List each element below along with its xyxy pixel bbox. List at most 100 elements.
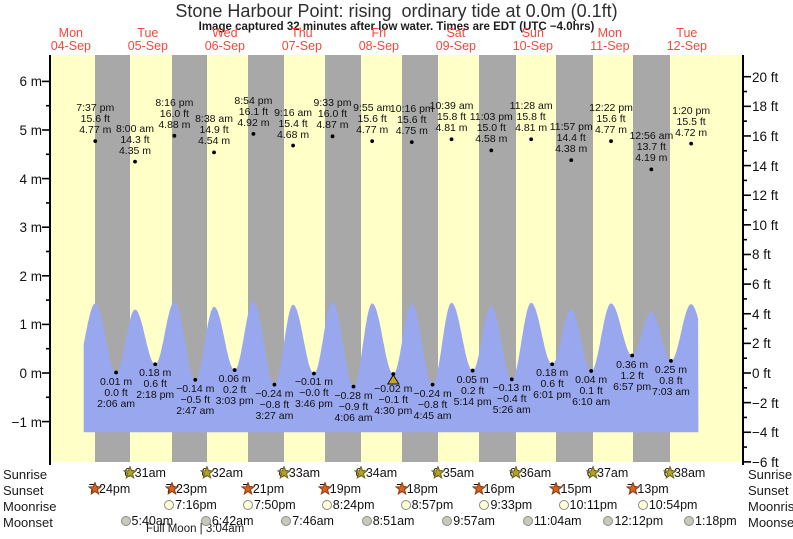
moonset-icon [120,516,131,526]
y-axis-right-label: 8 ft [752,247,771,263]
moonset-entry-time: 5:40am [131,514,174,528]
sunrise-entry-time: 6:34am [355,466,398,480]
moonset-icon [603,516,614,526]
high-tide-label: 8:00 am 14.3 ft 4.35 m [116,122,154,157]
sunset-entry-time: 7:24pm [88,482,131,496]
y-axis-right-label: −2 ft [752,395,779,411]
high-tide-dot [609,139,613,144]
sunrise-entry: 6:36am [508,466,552,480]
sunrise-icon [508,466,523,479]
high-tide-label: 1:20 pm 15.5 ft 4.72 m [672,104,711,139]
high-tide-label: 10:39 am 15.8 ft 4.81 m [429,100,474,135]
high-tide-dot [93,139,98,144]
date-label: Tue 12-Sep [666,26,707,53]
high-tide-label: 9:55 am 15.6 ft 4.77 m [353,102,392,137]
moonset-entry: 1:18pm [684,514,737,528]
y-axis-right-label: 6 ft [752,277,771,293]
sunrise-entry: 6:35am [431,466,474,480]
high-tide-label: 8:54 pm 16.1 ft 4.92 m [234,94,273,129]
sunset-entry-time: 7:16pm [473,482,515,496]
moonrise-icon [321,500,332,510]
date-label: Mon 04-Sep [50,26,91,53]
moonset-entry: 12:12pm [603,514,663,528]
high-tide-label: 11:03 pm 15.0 ft 4.58 m [469,111,513,146]
y-axis-right-label: 12 ft [752,188,779,204]
low-tide-label: −0.02 m −0.1 ft 4:30 pm [374,382,413,417]
sunset-icon [318,482,333,495]
current-time-marker [386,374,400,385]
low-tide-label: −0.24 m −0.8 ft 4:45 am [413,387,452,422]
sunset-entry: 7:19pm [318,482,361,496]
moonset-entry: 11:04am [522,514,582,528]
low-tide-dot [312,371,316,376]
high-tide-dot [370,139,375,144]
moonset-entry-time: 1:18pm [695,514,737,528]
date-label: Tue 05-Sep [127,26,168,53]
sunset-entry: 7:15pm [549,482,592,496]
sunset-icon [164,482,179,495]
high-tide-dot [212,150,216,155]
sunrise-row-label-left: Sunrise [3,467,48,482]
sunrise-icon [123,466,138,479]
low-tide-label: −0.01 m −0.0 ft 3:46 pm [294,376,334,411]
sunrise-entry: 6:31am [123,466,166,480]
sunrise-entry-time: 6:31am [124,466,166,480]
low-tide-label: 0.18 m 0.6 ft 2:18 pm [136,367,175,402]
sunrise-row-label-right: Sunrise [748,467,793,482]
high-tide-dot [409,140,414,145]
high-tide-label: 8:16 pm 16.0 ft 4.88 m [155,96,194,131]
low-tide-dot [193,377,198,382]
sunrise-entry-time: 6:36am [509,466,552,480]
moonrise-entry: 7:16pm [164,498,217,512]
moonrise-entry: 7:50pm [242,498,296,512]
moonset-icon [200,516,211,526]
y-axis-right-label: 10 ft [752,217,779,233]
sunset-entry: 7:16pm [472,482,515,496]
low-tide-dot [669,358,673,363]
high-tide-label: 7:37 pm 15.6 ft 4.77 m [76,102,115,137]
moonrise-icon [479,500,490,510]
sunset-entry-time: 7:18pm [396,482,438,496]
high-tide-label: 9:33 pm 16.0 ft 4.87 m [313,97,352,132]
date-label: Fri 08-Sep [358,26,399,53]
moonset-entry-time: 7:46am [292,514,334,528]
moonset-icon [522,516,533,526]
sunrise-entry: 6:33am [277,466,320,480]
low-tide-dot [351,384,356,389]
sunset-entry-time: 7:23pm [165,482,208,496]
moonrise-row-label-right: Moonrise [748,499,793,514]
moonrise-entry: 8:24pm [321,498,375,512]
low-tide-label: 0.36 m 1.2 ft 6:57 pm [613,358,652,393]
moonrise-entry-time: 7:16pm [175,498,217,512]
moonrise-entry: 10:11pm [558,498,617,512]
y-axis-right-label: 2 ft [752,336,771,352]
sunset-icon [87,482,102,495]
y-axis-right-label: 0 ft [752,366,771,381]
low-tide-label: −0.13 m −0.4 ft 5:26 am [492,382,531,417]
sunset-entry: 7:21pm [241,482,284,496]
sunrise-entry: 6:34am [354,466,397,480]
moonrise-entry-time: 7:50pm [253,498,296,512]
high-tide-dot [251,131,256,136]
date-label: Sun 10-Sep [512,26,553,53]
moonrise-icon [400,500,411,510]
low-tide-dot [153,362,158,367]
sunrise-icon [431,466,446,479]
high-tide-dot [569,158,574,163]
moonset-entry: 5:40am [120,514,174,528]
high-tide-label: 12:56 am 13.7 ft 4.19 m [629,130,674,165]
sunset-entry-time: 7:13pm [627,482,669,496]
low-tide-dot [430,382,435,387]
moonset-entry-time: 8:51am [372,514,415,528]
low-tide-label: 0.06 m 0.2 ft 3:03 pm [215,373,254,408]
low-tide-label: 0.05 m 0.2 ft 5:14 pm [453,373,492,408]
moonset-entry-time: 12:12pm [614,514,664,528]
moonrise-icon [164,500,175,510]
moonrise-entry-time: 9:33pm [490,498,533,512]
sunset-row-label-right: Sunset [748,483,789,498]
y-axis-right-label: 14 ft [752,158,779,174]
moonrise-entry: 8:57pm [400,498,453,512]
y-axis-left-label: 2 m [19,268,42,284]
low-tide-dot [550,362,555,367]
